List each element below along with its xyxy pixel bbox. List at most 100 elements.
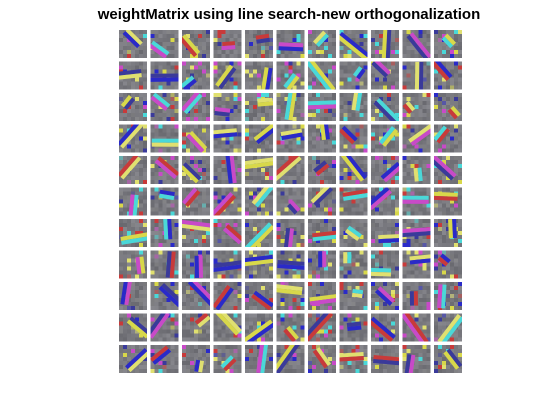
tile-pixel bbox=[206, 46, 210, 50]
tile-pixel bbox=[300, 105, 305, 109]
filter-tile bbox=[434, 61, 462, 90]
tile-pixel bbox=[123, 156, 127, 160]
filter-tile bbox=[276, 30, 305, 58]
tile-pixel bbox=[131, 231, 135, 235]
tile-pixel bbox=[359, 97, 364, 101]
tile-pixel bbox=[332, 172, 336, 176]
feature-stripe bbox=[452, 219, 457, 239]
feature-stripe bbox=[150, 43, 168, 58]
tile-pixel bbox=[123, 97, 127, 101]
filter-tile bbox=[402, 250, 431, 279]
tile-pixel bbox=[237, 34, 242, 38]
tile-pixel bbox=[406, 235, 411, 239]
tile-pixel bbox=[233, 191, 238, 196]
tile-pixel bbox=[170, 219, 175, 223]
tile-pixel bbox=[347, 176, 352, 180]
tile-pixel bbox=[387, 65, 391, 70]
tile-pixel bbox=[123, 227, 127, 231]
tile-pixel bbox=[276, 73, 281, 78]
tile-pixel bbox=[276, 30, 281, 34]
tile-feature bbox=[283, 73, 300, 90]
tile-pixel bbox=[391, 199, 395, 204]
tile-pixel bbox=[343, 54, 348, 58]
tile-pixel bbox=[253, 282, 257, 286]
tile-pixel bbox=[119, 46, 123, 50]
tile-pixel bbox=[127, 172, 131, 176]
tile-pixel bbox=[150, 235, 155, 239]
tile-pixel bbox=[343, 144, 348, 149]
tile-pixel bbox=[229, 219, 234, 223]
tile-pixel bbox=[186, 50, 190, 54]
tile-pixel bbox=[410, 176, 415, 180]
tile-pixel bbox=[422, 38, 427, 42]
tile-pixel bbox=[261, 144, 265, 149]
filter-tile bbox=[245, 124, 273, 153]
tile-pixel bbox=[355, 128, 360, 133]
tile-pixel bbox=[186, 65, 190, 70]
tile-pixel bbox=[245, 270, 249, 275]
filter-tile bbox=[339, 219, 368, 247]
feature-stripe bbox=[402, 195, 429, 200]
tile-pixel bbox=[174, 38, 179, 42]
tile-pixel bbox=[300, 77, 305, 82]
tile-pixel bbox=[158, 81, 163, 86]
tile-pixel bbox=[166, 101, 171, 105]
tile-pixel bbox=[418, 262, 423, 267]
tile-pixel bbox=[245, 235, 249, 239]
tile-pixel bbox=[229, 30, 234, 34]
tile-pixel bbox=[418, 223, 423, 227]
tile-pixel bbox=[190, 235, 194, 239]
tile-pixel bbox=[446, 270, 450, 275]
tile-pixel bbox=[166, 85, 171, 90]
tile-pixel bbox=[166, 298, 171, 302]
tile-pixel bbox=[284, 30, 289, 34]
tile-pixel bbox=[402, 140, 407, 145]
tile-pixel bbox=[308, 160, 312, 164]
tile-pixel bbox=[450, 50, 454, 54]
feature-stripe bbox=[257, 97, 273, 103]
tile-pixel bbox=[363, 203, 368, 208]
tile-pixel bbox=[316, 176, 320, 180]
tile-pixel bbox=[143, 136, 147, 141]
tile-pixel bbox=[351, 117, 356, 121]
tile-pixel bbox=[292, 117, 297, 121]
tile-pixel bbox=[458, 223, 462, 227]
tile-pixel bbox=[150, 262, 155, 267]
tile-pixel bbox=[202, 34, 206, 38]
tile-pixel bbox=[194, 42, 198, 46]
tile-pixel bbox=[355, 227, 360, 231]
tile-pixel bbox=[375, 191, 379, 196]
tile-pixel bbox=[402, 243, 407, 247]
tile-pixel bbox=[233, 243, 238, 247]
tile-pixel bbox=[442, 223, 446, 227]
tile-pixel bbox=[308, 81, 312, 86]
tile-feature bbox=[194, 255, 203, 278]
tile-pixel bbox=[332, 219, 336, 223]
tile-pixel bbox=[245, 227, 249, 231]
tile-pixel bbox=[454, 144, 458, 149]
tile-pixel bbox=[316, 93, 320, 97]
tile-pixel bbox=[328, 148, 332, 153]
tile-pixel bbox=[332, 160, 336, 164]
tile-pixel bbox=[328, 168, 332, 172]
tile-pixel bbox=[371, 77, 375, 82]
tile-pixel bbox=[426, 250, 431, 255]
tile-pixel bbox=[229, 34, 234, 38]
tile-pixel bbox=[162, 34, 167, 38]
tile-pixel bbox=[119, 42, 123, 46]
tile-pixel bbox=[213, 61, 218, 66]
filter-tile bbox=[213, 30, 242, 58]
filter-tile bbox=[434, 219, 462, 247]
feature-stripe bbox=[308, 104, 336, 110]
tile-pixel bbox=[182, 298, 186, 302]
tile-pixel bbox=[351, 34, 356, 38]
tile-pixel bbox=[253, 81, 257, 86]
tile-pixel bbox=[446, 239, 450, 243]
tile-pixel bbox=[253, 266, 257, 271]
filter-tile bbox=[402, 61, 431, 90]
tile-pixel bbox=[245, 144, 249, 149]
tile-pixel bbox=[131, 61, 135, 66]
tile-pixel bbox=[276, 243, 281, 247]
tile-pixel bbox=[339, 101, 344, 105]
tile-pixel bbox=[312, 140, 316, 145]
